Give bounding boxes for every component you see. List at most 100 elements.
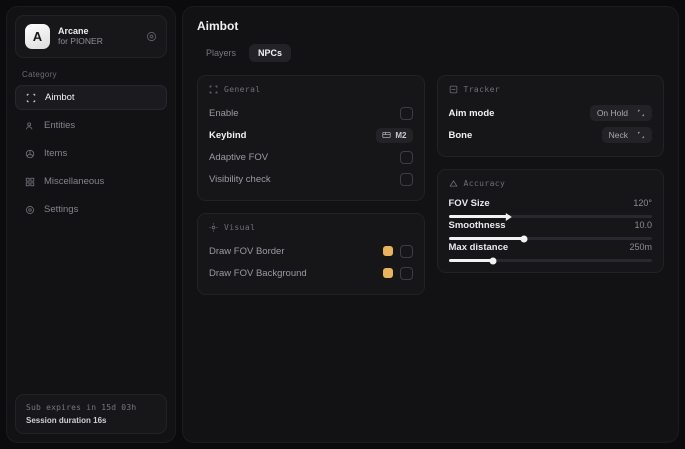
slider-fill: [448, 237, 524, 240]
tab-npcs[interactable]: NPCs: [249, 44, 292, 62]
sidebar-item-settings[interactable]: Settings: [15, 197, 167, 222]
page-title: Aimbot: [197, 19, 239, 33]
slider-fov-size: FOV Size 120°: [448, 196, 653, 221]
main-content: Aimbot Players NPCs General: [182, 6, 679, 443]
slider-track[interactable]: [448, 235, 652, 242]
aim-mode-value: On Hold: [596, 108, 628, 118]
visibility-check-checkbox[interactable]: [399, 172, 413, 186]
users-icon: [24, 120, 35, 131]
setting-row-visibility-check[interactable]: Visibility check: [209, 168, 413, 190]
crosshair-icon: [25, 92, 36, 103]
aim-mode-select[interactable]: On Hold: [589, 105, 652, 121]
expand-icon: [637, 109, 645, 117]
bone-value: Neck: [608, 130, 628, 140]
tab-players[interactable]: Players: [206, 48, 237, 58]
slider-knob[interactable]: [489, 257, 497, 264]
sidebar-item-label: Entities: [44, 120, 76, 131]
panel-title: General: [224, 85, 261, 94]
setting-label: Bone: [448, 129, 473, 141]
keybind-value: M2: [395, 130, 407, 140]
slider-value: 120°: [633, 198, 652, 208]
profile-text: Arcane for PIONER: [58, 26, 103, 47]
setting-row-enable[interactable]: Enable: [209, 102, 413, 124]
sidebar-item-entities[interactable]: Entities: [15, 113, 167, 138]
sidebar-item-label: Miscellaneous: [44, 176, 105, 187]
mouse-icon: [382, 132, 391, 138]
settings-columns: General Enable Keybind M2: [197, 75, 664, 430]
setting-controls: [382, 244, 413, 258]
adaptive-fov-checkbox[interactable]: [399, 150, 413, 164]
setting-row-keybind[interactable]: Keybind M2: [209, 124, 413, 146]
package-icon: [24, 148, 35, 159]
avatar: A: [25, 24, 50, 49]
slider-label: Smoothness: [448, 220, 506, 231]
sidebar: A Arcane for PIONER Category Aimbot: [6, 6, 176, 443]
draw-fov-background-checkbox[interactable]: [399, 266, 413, 280]
sidebar-spacer: [15, 225, 167, 394]
panel-tracker-header: Tracker: [449, 85, 653, 94]
slider-track[interactable]: [448, 212, 652, 221]
setting-label: Draw FOV Background: [209, 267, 307, 279]
sidebar-item-items[interactable]: Items: [15, 141, 167, 166]
panel-title: Accuracy: [463, 179, 506, 188]
setting-controls: [382, 266, 413, 280]
gear-icon[interactable]: [144, 30, 158, 44]
profile-card[interactable]: A Arcane for PIONER: [15, 15, 167, 58]
slider-knob[interactable]: [505, 212, 512, 221]
gear-icon: [24, 204, 35, 215]
draw-fov-border-checkbox[interactable]: [399, 244, 413, 258]
slider-knob[interactable]: [520, 235, 528, 242]
panel-general-header: General: [209, 85, 413, 94]
setting-row-adaptive-fov[interactable]: Adaptive FOV: [209, 146, 413, 168]
slider-value: 10.0: [634, 220, 652, 230]
sidebar-item-label: Settings: [44, 204, 79, 215]
setting-row-draw-fov-background[interactable]: Draw FOV Background: [209, 262, 413, 284]
slider-label: Max distance: [448, 242, 509, 253]
setting-row-bone[interactable]: Bone Neck: [448, 124, 652, 146]
keybind-badge[interactable]: M2: [376, 127, 413, 143]
setting-label: Aim mode: [448, 107, 495, 119]
triangle-icon: [448, 179, 458, 188]
sidebar-item-label: Aimbot: [45, 92, 75, 103]
panel-title: Visual: [224, 223, 256, 232]
sidebar-item-aimbot[interactable]: Aimbot: [15, 85, 167, 110]
left-column: General Enable Keybind M2: [197, 75, 425, 295]
setting-label: Enable: [209, 107, 239, 119]
slider-smoothness: Smoothness 10.0: [448, 218, 652, 242]
slider-track[interactable]: [448, 257, 652, 264]
sun-icon: [209, 223, 218, 232]
setting-label: Keybind: [209, 129, 247, 141]
sidebar-item-label: Items: [44, 148, 68, 159]
slider-fill: [448, 259, 494, 262]
subscription-status-card: Sub expires in 15d 03h Session duration …: [15, 394, 167, 434]
panel-accuracy-header: Accuracy: [448, 179, 653, 188]
setting-row-draw-fov-border[interactable]: Draw FOV Border: [209, 240, 413, 262]
slider-value: 250m: [629, 242, 652, 252]
color-swatch[interactable]: [382, 246, 393, 256]
setting-label: Visibility check: [209, 173, 271, 185]
slider-label: FOV Size: [448, 198, 490, 209]
slider-header: Max distance 250m: [449, 242, 653, 253]
setting-label: Draw FOV Border: [209, 245, 285, 257]
crosshair-icon: [209, 85, 218, 94]
sidebar-item-miscellaneous[interactable]: Miscellaneous: [15, 169, 167, 194]
setting-row-aim-mode[interactable]: Aim mode On Hold: [448, 102, 652, 124]
panel-visual-header: Visual: [209, 223, 413, 232]
tab-bar: Players NPCs: [197, 44, 664, 62]
slider-max-distance: Max distance 250m: [448, 240, 653, 264]
panel-general: General Enable Keybind M2: [197, 75, 425, 201]
session-duration: Session duration 16s: [26, 416, 107, 425]
enable-checkbox[interactable]: [399, 106, 413, 120]
bone-select[interactable]: Neck: [601, 127, 652, 143]
frame-icon: [449, 85, 458, 94]
grid-icon: [24, 176, 35, 187]
slider-fill: [448, 215, 510, 218]
expand-icon: [637, 131, 645, 139]
panel-title: Tracker: [463, 85, 501, 94]
profile-name: Arcane: [58, 25, 89, 36]
setting-label: Adaptive FOV: [209, 151, 269, 163]
color-swatch[interactable]: [382, 268, 393, 278]
slider-header: FOV Size 120°: [449, 198, 653, 209]
right-column: Tracker Aim mode On Hold Bone: [436, 75, 664, 273]
